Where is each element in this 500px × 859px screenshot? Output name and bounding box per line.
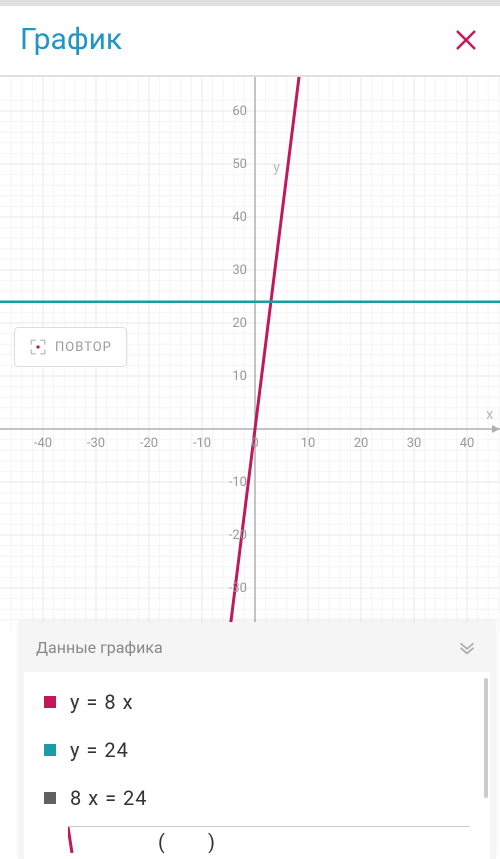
legend-item[interactable]: 8 x = 24 (24, 774, 490, 822)
data-panel: Данные графика y = 8 x y = 24 8 x = 24 () (18, 622, 496, 859)
page-title: График (20, 22, 122, 57)
svg-text:x: x (486, 405, 494, 423)
svg-text:20: 20 (354, 436, 369, 451)
chevron-down-icon (456, 636, 478, 658)
svg-text:30: 30 (232, 263, 247, 278)
legend-text: 8 x = 24 (70, 786, 148, 810)
svg-text:): ) (208, 830, 215, 853)
svg-text:20: 20 (232, 316, 247, 331)
svg-text:-20: -20 (229, 528, 247, 543)
svg-text:10: 10 (232, 369, 247, 384)
svg-text:40: 40 (460, 436, 475, 451)
header: График (0, 6, 500, 77)
reset-button[interactable]: ПОВТОР (14, 327, 127, 367)
legend-swatch (44, 744, 56, 756)
chart-area[interactable]: -40 -30 -20 -10 0 10 20 30 40 -30 -20 -10 10 20 30 40 50… (0, 77, 500, 632)
recenter-icon (29, 338, 47, 356)
panel-title: Данные графика (36, 638, 163, 657)
legend-item[interactable]: y = 8 x (24, 678, 490, 726)
legend-swatch (44, 792, 56, 804)
svg-text:50: 50 (232, 157, 247, 172)
svg-text:0: 0 (251, 436, 258, 451)
scrollbar[interactable] (484, 678, 488, 798)
legend-swatch (44, 696, 56, 708)
svg-text:-10: -10 (193, 436, 211, 451)
legend-list: y = 8 x y = 24 8 x = 24 () (24, 672, 490, 859)
svg-text:(: ( (158, 830, 165, 853)
close-icon (454, 28, 478, 52)
legend-text: y = 24 (70, 738, 129, 762)
svg-text:60: 60 (232, 104, 247, 119)
svg-text:40: 40 (232, 210, 247, 225)
reset-label: ПОВТОР (55, 340, 112, 355)
legend-text: y = 8 x (70, 690, 133, 714)
svg-text:y: y (273, 158, 280, 176)
svg-text:30: 30 (407, 436, 422, 451)
svg-text:-30: -30 (87, 436, 105, 451)
panel-header[interactable]: Данные графика (18, 622, 496, 672)
svg-text:10: 10 (301, 436, 316, 451)
legend-overflow: () (24, 827, 490, 853)
legend-item[interactable]: y = 24 (24, 726, 490, 774)
svg-text:-40: -40 (34, 436, 52, 451)
close-button[interactable] (452, 26, 480, 54)
svg-text:-20: -20 (140, 436, 158, 451)
svg-text:-30: -30 (229, 581, 247, 596)
svg-text:-10: -10 (229, 475, 247, 490)
